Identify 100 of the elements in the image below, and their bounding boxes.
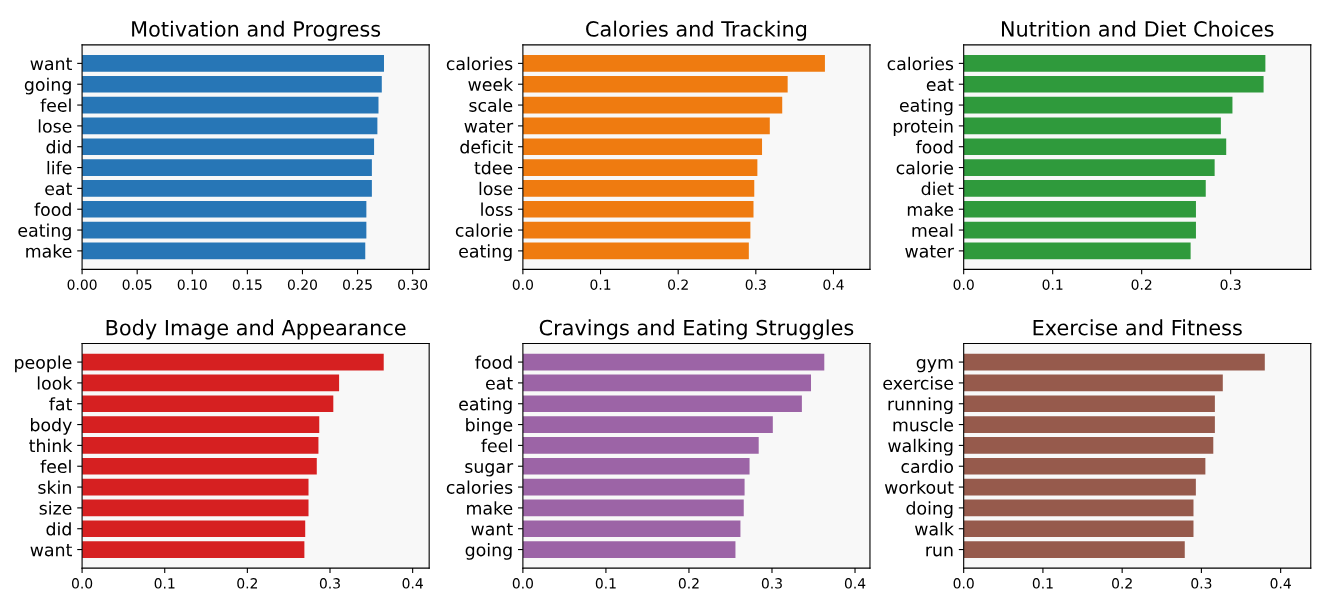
bar: [82, 437, 319, 454]
bar: [522, 200, 754, 218]
y-tick-label: feel: [40, 98, 71, 112]
bar: [522, 353, 825, 371]
x-tick-label: 0.10: [177, 279, 207, 290]
chart-title: Nutrition and Diet Choices: [1002, 20, 1274, 37]
bar: [963, 180, 1206, 197]
y-tick-label: want: [471, 523, 513, 536]
x-tick-label: 0.1: [595, 578, 616, 589]
bar: [522, 520, 741, 538]
x-tick-label: 0.2: [237, 578, 258, 589]
bar: [82, 478, 309, 496]
y-tick-label: want: [30, 57, 72, 71]
x-tick-label: 0.0: [953, 279, 974, 290]
bar: [522, 242, 749, 260]
y-tick-label: want: [30, 543, 72, 557]
y-tick-label: going: [24, 77, 71, 95]
x-tick-label: 0.0: [512, 279, 533, 290]
y-tick-label: water: [464, 120, 514, 133]
y-tick-label: doing: [906, 501, 953, 519]
y-tick-label: water: [905, 245, 954, 258]
bar: [82, 416, 320, 433]
chart-title: Motivation and Progress: [132, 20, 381, 41]
bar: [82, 353, 384, 371]
y-tick-label: body: [31, 417, 72, 435]
x-tick-label: 0.0: [953, 578, 974, 589]
x-tick-label: 0.4: [823, 279, 844, 290]
y-tick-label: meal: [912, 223, 953, 237]
y-tick-label: fat: [49, 397, 72, 411]
x-tick-label: 0.25: [343, 279, 372, 290]
bar: [963, 541, 1185, 558]
x-tick-label: 0.3: [761, 578, 782, 589]
y-tick-label: look: [37, 376, 73, 390]
y-tick-label: protein: [893, 119, 953, 137]
bar: [522, 457, 750, 475]
y-tick-label: food: [34, 202, 71, 217]
chart-title: Cravings and Eating Struggles: [539, 319, 854, 340]
y-tick-label: eat: [45, 182, 72, 196]
y-tick-label: make: [907, 202, 954, 217]
bar: [963, 457, 1206, 475]
bar: [963, 242, 1191, 260]
y-tick-label: calorie: [896, 160, 954, 175]
y-tick-label: make: [467, 501, 513, 515]
bar: [82, 374, 340, 392]
x-tick-label: 0.30: [398, 279, 428, 290]
y-tick-label: think: [29, 438, 73, 452]
y-tick-label: feel: [40, 459, 71, 474]
x-tick-label: 0.05: [122, 279, 152, 290]
x-tick-label: 0.20: [287, 279, 317, 290]
x-tick-label: 0.2: [1112, 578, 1132, 589]
y-tick-label: feel: [481, 438, 512, 453]
bar: [522, 117, 770, 135]
bar: [522, 138, 763, 156]
x-tick-label: 0.4: [844, 578, 866, 589]
bar: [522, 541, 736, 558]
x-tick-label: 0.3: [1191, 578, 1212, 589]
x-tick-label: 0.2: [668, 279, 688, 290]
bar: [522, 395, 802, 413]
x-tick-label: 0.1: [1032, 578, 1053, 589]
x-tick-label: 0.3: [745, 279, 766, 290]
x-tick-label: 0.3: [1220, 279, 1241, 290]
y-tick-label: walk: [914, 522, 954, 536]
y-tick-label: skin: [38, 480, 71, 494]
bar: [963, 221, 1196, 239]
y-tick-label: calories: [446, 480, 513, 494]
bar: [82, 457, 317, 475]
y-tick-label: scale: [469, 98, 513, 112]
bar: [82, 541, 305, 558]
x-tick-label: 0.15: [232, 279, 262, 290]
bar: [522, 75, 788, 93]
x-tick-label: 0.2: [1131, 279, 1152, 290]
y-tick-label: run: [926, 546, 953, 557]
y-tick-label: size: [39, 501, 72, 515]
bar: [522, 499, 744, 517]
y-tick-label: eating: [899, 98, 953, 116]
y-tick-label: eat: [926, 78, 954, 92]
y-tick-label: cardio: [901, 459, 953, 474]
y-tick-label: lose: [479, 181, 513, 196]
y-tick-label: eat: [485, 377, 513, 390]
bar: [963, 96, 1233, 114]
y-tick-label: lose: [38, 119, 72, 133]
y-tick-label: binge: [466, 417, 513, 435]
bar: [522, 221, 751, 239]
y-tick-label: tdee: [474, 160, 513, 175]
bar: [963, 55, 1266, 72]
bar: [963, 395, 1215, 413]
y-tick-label: calories: [887, 56, 954, 71]
bar: [82, 520, 306, 538]
y-tick-label: workout: [884, 480, 954, 494]
x-tick-label: 0.4: [1270, 578, 1291, 589]
y-tick-label: muscle: [893, 417, 954, 432]
bar: [82, 395, 334, 413]
y-tick-label: eating: [18, 223, 71, 241]
y-tick-label: deficit: [460, 140, 513, 154]
y-tick-label: food: [475, 355, 512, 369]
x-tick-label: 0.0: [71, 578, 93, 589]
x-tick-label: 0.0: [512, 578, 533, 589]
x-tick-label: 0.1: [154, 578, 175, 589]
bar: [963, 159, 1215, 176]
y-tick-label: calories: [446, 56, 513, 71]
